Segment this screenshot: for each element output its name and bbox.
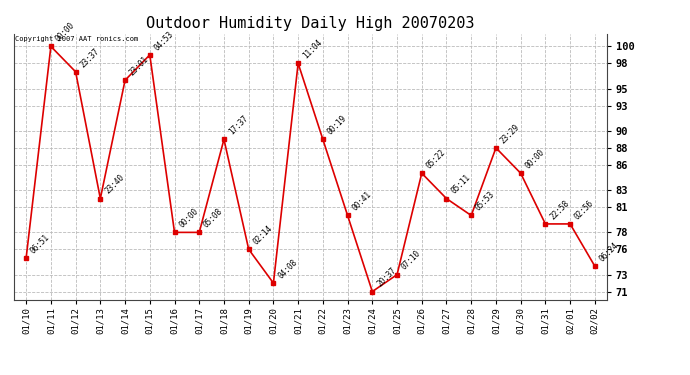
Text: 00:00: 00:00 [54, 21, 77, 44]
Text: 05:22: 05:22 [424, 148, 447, 170]
Text: 05:53: 05:53 [474, 190, 497, 213]
Text: 06:24: 06:24 [598, 241, 620, 263]
Text: 00:41: 00:41 [351, 190, 373, 213]
Text: 23:37: 23:37 [79, 46, 101, 69]
Text: 23:01: 23:01 [128, 55, 150, 78]
Text: 22:58: 22:58 [548, 198, 571, 221]
Text: 17:37: 17:37 [227, 114, 250, 136]
Text: 23:40: 23:40 [103, 173, 126, 196]
Text: 05:08: 05:08 [202, 207, 225, 230]
Text: 23:29: 23:29 [499, 122, 522, 145]
Text: 00:00: 00:00 [524, 148, 546, 170]
Text: Copyright 2007 AAT ronics.com: Copyright 2007 AAT ronics.com [15, 36, 138, 42]
Text: 00:00: 00:00 [177, 207, 200, 230]
Text: 07:10: 07:10 [400, 249, 422, 272]
Text: 02:14: 02:14 [251, 224, 274, 246]
Text: 06:51: 06:51 [29, 232, 52, 255]
Text: 20:37: 20:37 [375, 266, 398, 289]
Text: 04:53: 04:53 [152, 29, 175, 52]
Text: 02:56: 02:56 [573, 198, 595, 221]
Title: Outdoor Humidity Daily High 20070203: Outdoor Humidity Daily High 20070203 [146, 16, 475, 31]
Text: 00:19: 00:19 [326, 114, 348, 136]
Text: 04:08: 04:08 [276, 258, 299, 280]
Text: 11:04: 11:04 [301, 38, 324, 60]
Text: 05:11: 05:11 [449, 173, 472, 196]
